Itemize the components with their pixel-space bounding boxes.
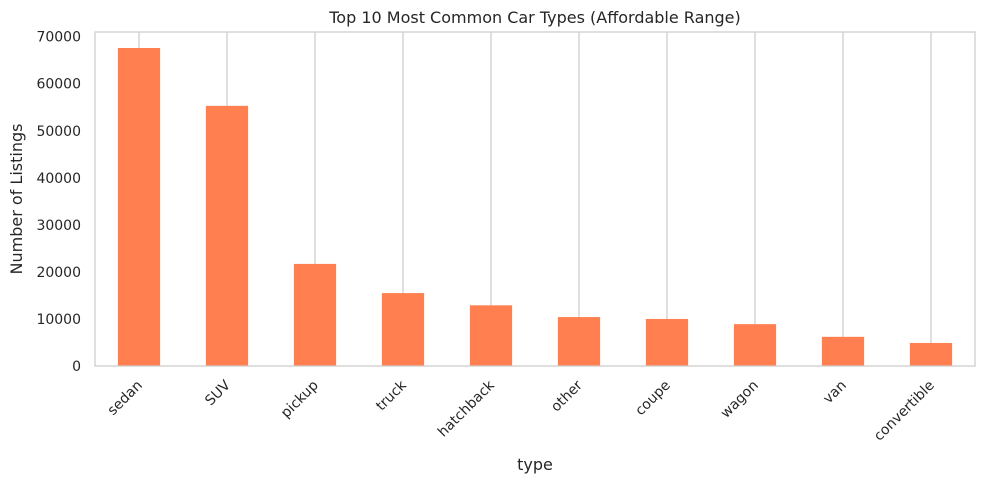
y-tick-label: 40000	[36, 171, 81, 187]
x-axis-ticks: sedan SUV pickup truck hatchback other coupe wa…	[105, 377, 938, 444]
y-tick-label: 50000	[36, 124, 81, 140]
x-tick-label: truck	[373, 377, 410, 414]
x-axis-title: type	[517, 455, 553, 474]
bar-pickup	[293, 263, 337, 366]
x-tick-label: sedan	[105, 378, 146, 419]
x-tick-label: van	[820, 378, 850, 408]
x-tick-label: hatchback	[435, 377, 498, 440]
bar-other	[557, 317, 601, 366]
bar-wagon	[733, 324, 777, 366]
bar-truck	[381, 293, 425, 366]
bar-convertible	[909, 342, 953, 366]
y-tick-label: 0	[72, 359, 81, 375]
y-axis-ticks: 0 10000 20000 30000 40000 50000 60000 70000	[36, 30, 81, 375]
x-tick-label: SUV	[202, 377, 234, 409]
x-tick-label: convertible	[871, 378, 938, 445]
plot-frame	[94, 31, 976, 367]
y-tick-label: 30000	[36, 218, 81, 234]
bar-hatchback	[469, 305, 513, 366]
x-tick-label: other	[548, 377, 586, 415]
grid-lines	[138, 32, 932, 366]
x-tick-label: pickup	[278, 377, 322, 421]
bar-sedan	[117, 47, 161, 367]
bars	[117, 47, 953, 367]
bar-van	[821, 336, 865, 366]
y-axis-title: Number of Listings	[7, 124, 26, 275]
y-tick-label: 10000	[36, 312, 81, 328]
bar-coupe	[645, 318, 689, 366]
bar-suv	[205, 105, 249, 367]
x-tick-label: wagon	[718, 378, 762, 422]
x-tick-label: coupe	[632, 378, 673, 419]
chart-title: Top 10 Most Common Car Types (Affordable…	[328, 8, 741, 27]
y-tick-label: 20000	[36, 265, 81, 281]
y-tick-label: 70000	[36, 30, 81, 46]
y-tick-label: 60000	[36, 77, 81, 93]
